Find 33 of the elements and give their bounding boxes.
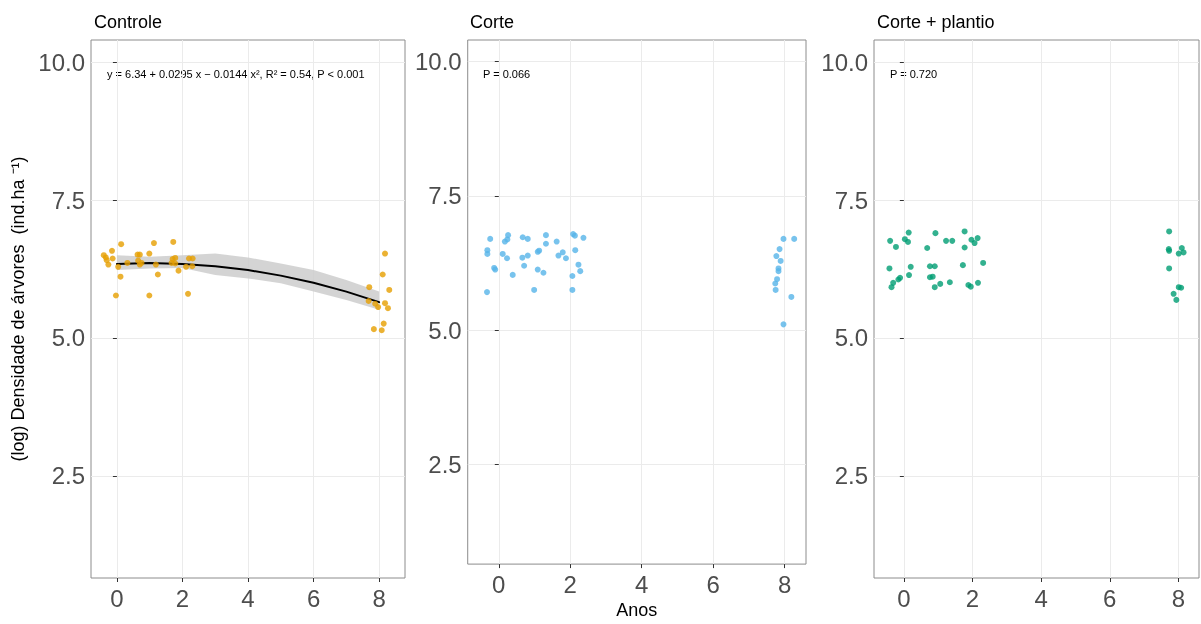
y-tick-label: 7.5 bbox=[428, 182, 462, 210]
x-tick-label: 2 bbox=[965, 584, 980, 612]
y-tick-label: 2.5 bbox=[51, 462, 85, 490]
x-axis-title: Anos bbox=[616, 600, 658, 620]
y-tick-label: 2.5 bbox=[834, 462, 868, 490]
chart-title: Corte + plantio bbox=[877, 12, 995, 32]
y-tick-label: 10.0 bbox=[414, 48, 462, 75]
y-tick-label: 5.0 bbox=[834, 324, 868, 352]
x-tick-label: 0 bbox=[897, 584, 911, 612]
y-tick-label: 10.0 bbox=[821, 48, 868, 76]
x-tick-label: 2 bbox=[175, 584, 190, 612]
y-axis-title: (log) Densidade de árvores (ind.ha ⁻¹) bbox=[8, 156, 29, 462]
x-tick-label: 0 bbox=[492, 570, 506, 598]
x-tick-label: 4 bbox=[1034, 584, 1048, 612]
x-tick-label: 6 bbox=[1103, 584, 1117, 612]
x-tick-label: 4 bbox=[241, 584, 255, 612]
x-tick-label: 8 bbox=[372, 584, 386, 612]
y-tick-label: 10.0 bbox=[38, 48, 85, 76]
y-tick-label: 2.5 bbox=[428, 451, 462, 479]
x-tick-label: 2 bbox=[563, 570, 577, 598]
x-tick-label: 6 bbox=[306, 584, 321, 612]
annotation: P = 0.066 bbox=[483, 67, 531, 80]
x-tick-label: 8 bbox=[1171, 584, 1186, 612]
y-tick-label: 5.0 bbox=[428, 316, 462, 344]
x-tick-label: 6 bbox=[706, 570, 720, 598]
x-tick-label: 4 bbox=[635, 570, 649, 598]
chart-title: Controle bbox=[94, 12, 163, 32]
x-tick-label: 8 bbox=[777, 570, 792, 598]
y-tick-label: 5.0 bbox=[51, 324, 85, 352]
y-tick-label: 7.5 bbox=[834, 186, 868, 214]
x-tick-label: 0 bbox=[110, 584, 124, 612]
chart-title: Corte bbox=[470, 12, 515, 32]
y-tick-label: 7.5 bbox=[51, 186, 85, 214]
